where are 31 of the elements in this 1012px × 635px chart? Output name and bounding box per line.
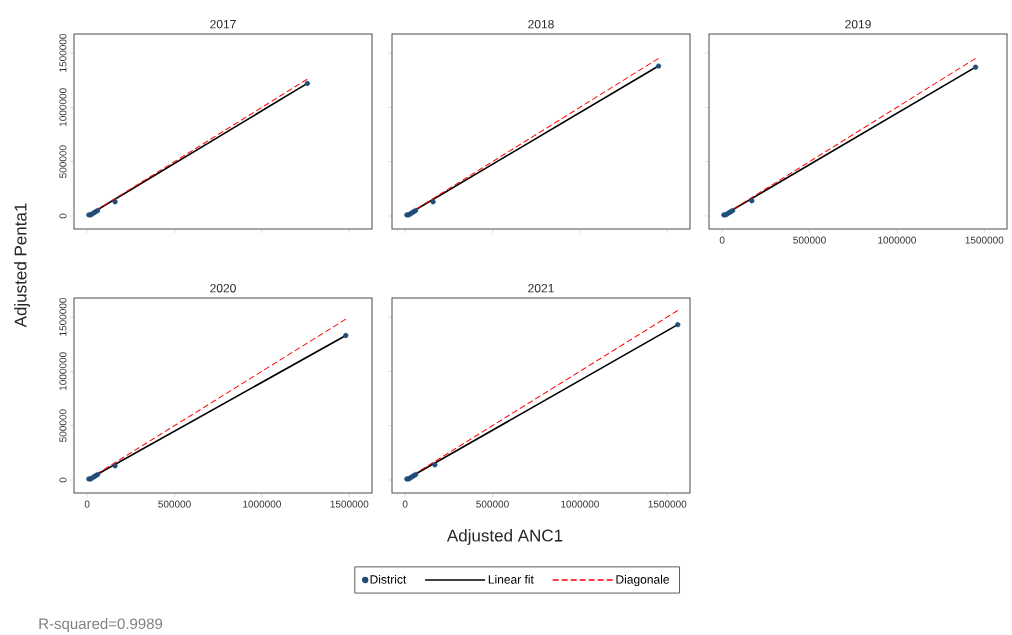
text: R-squared=0.9989	[39, 618, 163, 632]
x-tick-label: 500000	[793, 236, 826, 244]
x-tick-label: 1000000	[878, 236, 916, 244]
y-tick-label: 1500000	[59, 33, 67, 72]
chart-title: 2021	[528, 283, 554, 293]
legend-label: Linear fit	[488, 574, 534, 584]
chart-title: 2019	[845, 19, 871, 29]
chart-title: 2018	[528, 19, 554, 29]
y-tick-label: 1500000	[59, 297, 67, 336]
y-axis-title: Adjusted Penta1	[14, 203, 30, 328]
x-tick-label: 0	[402, 500, 408, 508]
chart-title: 2017	[210, 19, 236, 29]
x-tick-label: 1000000	[243, 500, 281, 508]
x-tick-label: 1500000	[965, 236, 1004, 244]
legend-label: Diagonale	[616, 574, 669, 587]
x-tick-label: 1000000	[561, 500, 599, 508]
y-tick-label: 0	[59, 477, 67, 483]
chart-title: 2020	[210, 283, 236, 293]
x-tick-label: 0	[719, 236, 725, 244]
y-tick-label: 1000000	[59, 88, 67, 127]
y-tick-label: 1000000	[59, 352, 67, 391]
y-tick-label: 500000	[59, 409, 67, 442]
x-axis-title: Adjusted ANC1	[446, 529, 563, 545]
x-tick-label: 1500000	[330, 500, 369, 508]
x-tick-label: 0	[84, 500, 90, 508]
y-tick-label: 500000	[59, 145, 67, 178]
y-tick-label: 0	[59, 213, 67, 219]
x-tick-label: 500000	[158, 500, 191, 508]
x-tick-label: 1500000	[648, 500, 687, 508]
legend-label: District	[370, 574, 407, 584]
x-tick-label: 500000	[476, 500, 509, 508]
